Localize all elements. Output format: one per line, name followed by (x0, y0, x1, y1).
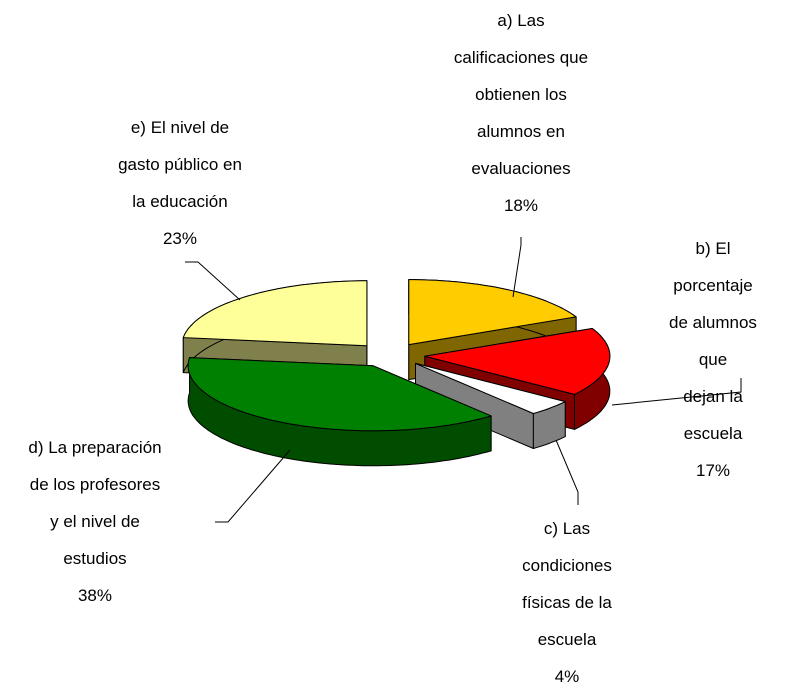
slice-label: c) Las condiciones físicas de la escuela… (522, 510, 612, 695)
leader-line (215, 449, 291, 523)
leader-line (611, 378, 742, 406)
category-label: a) Las calificaciones que obtienen los a… (453, 11, 589, 178)
value-label: 38% (77, 586, 113, 605)
slice-top (415, 362, 566, 414)
value-label: 23% (162, 229, 198, 248)
category-label: b) El porcentaje de alumnos que dejan la… (669, 239, 757, 443)
category-label: e) El nivel de gasto público en la educa… (118, 118, 242, 211)
leader-line (512, 237, 522, 298)
slice-label: a) Las calificaciones que obtienen los a… (454, 2, 588, 224)
slice-top (182, 280, 368, 347)
slice-top (424, 328, 611, 395)
category-label: d) La preparación de los profesores y el… (28, 438, 162, 568)
slice-label: e) El nivel de gasto público en la educa… (118, 109, 242, 257)
value-label: 4% (554, 667, 580, 686)
slice (187, 357, 492, 467)
leader-lines (185, 237, 742, 523)
slice-top (408, 279, 577, 346)
slice-top (187, 357, 492, 432)
value-label: 17% (695, 461, 731, 480)
slice-label: d) La preparación de los profesores y el… (28, 429, 161, 614)
leader-line (555, 439, 579, 505)
slice-label: b) El porcentaje de alumnos que dejan la… (666, 230, 760, 489)
value-label: 18% (503, 196, 539, 215)
leader-line (185, 261, 241, 301)
category-label: c) Las condiciones físicas de la escuela (522, 519, 612, 649)
